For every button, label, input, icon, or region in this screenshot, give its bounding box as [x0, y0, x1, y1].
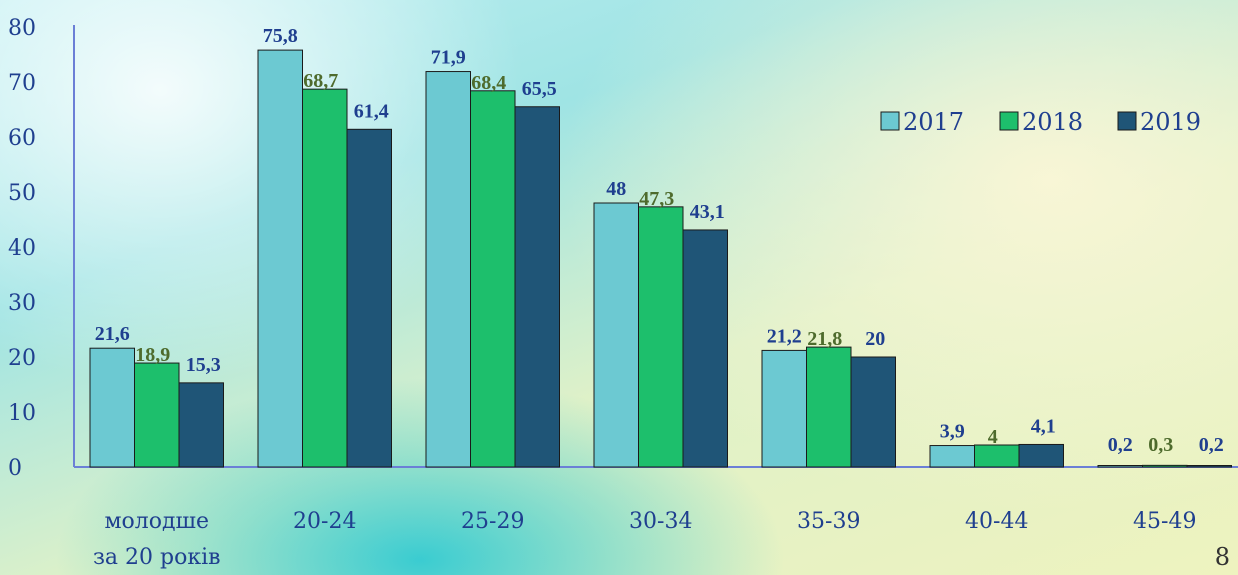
- data-label-2018-6: 0,3: [1148, 434, 1173, 456]
- legend-swatch-2017: [880, 111, 900, 131]
- bar-2018-0: [134, 362, 180, 468]
- data-label-2019-6: 0,2: [1199, 434, 1224, 456]
- data-label-2019-4: 20: [865, 328, 885, 350]
- data-label-2018-4: 21,8: [807, 328, 842, 350]
- bar-2019-6: [1186, 465, 1232, 468]
- data-label-2019-2: 65,5: [522, 78, 557, 100]
- data-label-2017-4: 21,2: [767, 325, 802, 347]
- bar-2017-0: [89, 347, 135, 468]
- data-label-2018-2: 68,4: [471, 72, 506, 94]
- data-label-2019-0: 15,3: [186, 354, 221, 376]
- bars: [89, 49, 1232, 468]
- bar-2018-2: [470, 90, 516, 468]
- bar-2017-4: [761, 349, 807, 468]
- legend-swatch-2018: [999, 111, 1019, 131]
- y-tick-label: 20: [8, 346, 36, 371]
- y-tick-label: 50: [8, 181, 36, 206]
- data-label-2017-2: 71,9: [431, 47, 466, 69]
- y-tick-label: 30: [8, 291, 36, 316]
- bar-2019-2: [514, 106, 560, 468]
- bar-2017-3: [593, 202, 639, 468]
- y-tick-label: 80: [8, 16, 36, 41]
- legend: 2017 2018 2019: [880, 108, 1201, 136]
- x-category-label: молодше за 20 років: [93, 509, 221, 570]
- data-label-2017-1: 75,8: [263, 25, 298, 47]
- y-tick-label: 0: [8, 456, 22, 481]
- bar-2017-1: [257, 49, 303, 468]
- data-label-2017-5: 3,9: [940, 421, 965, 443]
- bar-2019-0: [178, 382, 224, 468]
- bar-2019-1: [346, 128, 392, 468]
- data-labels: 21,618,9 15,3 75,8 68,7 61,4 71,968,4 65,5 48 47…: [95, 25, 1224, 456]
- page-number: 8: [1214, 543, 1230, 571]
- data-label-2017-3: 48: [606, 178, 626, 200]
- y-tick-label: 10: [8, 401, 36, 426]
- data-label-2018-5: 4: [988, 426, 998, 448]
- y-tick-label: 40: [8, 236, 36, 261]
- x-category-label: 25-29: [461, 509, 524, 534]
- bar-2019-4: [850, 356, 896, 468]
- bar-2019-3: [682, 229, 728, 468]
- bar-2018-1: [302, 88, 348, 468]
- bar-2018-5: [974, 444, 1020, 468]
- legend-label-2019: 2019: [1140, 108, 1201, 136]
- bar-2017-5: [929, 445, 975, 468]
- bar-2017-2: [425, 71, 471, 468]
- data-label-2018-3: 47,3: [639, 188, 674, 210]
- bar-2019-5: [1018, 443, 1064, 468]
- bar-2018-4: [806, 346, 852, 468]
- bar-2018-6: [1142, 464, 1188, 468]
- legend-label-2017: 2017: [903, 108, 964, 136]
- data-label-2018-0: 18,9: [135, 344, 170, 366]
- data-label-2019-3: 43,1: [690, 201, 725, 223]
- x-category-label: 30-34: [629, 509, 692, 534]
- data-label-2019-5: 4,1: [1031, 415, 1056, 437]
- x-axis-categories: молодше за 20 років 20-24 25-29 30-34 35-39 40…: [93, 509, 1197, 570]
- y-tick-label: 70: [8, 71, 36, 96]
- legend-label-2018: 2018: [1022, 108, 1083, 136]
- x-category-label: 40-44: [965, 509, 1028, 534]
- bar-2017-6: [1097, 465, 1143, 468]
- data-label-2018-1: 68,7: [303, 70, 338, 92]
- x-category-label: 45-49: [1133, 509, 1196, 534]
- x-category-label: 35-39: [797, 509, 860, 534]
- y-tick-label: 60: [8, 126, 36, 151]
- y-axis-ticks: 0 10 20 30 40 50 60 70 80: [8, 16, 36, 481]
- bar-2018-3: [638, 206, 684, 468]
- data-label-2017-0: 21,6: [95, 323, 130, 345]
- x-category-label: 20-24: [293, 509, 356, 534]
- data-label-2017-6: 0,2: [1108, 434, 1133, 456]
- data-label-2019-1: 61,4: [354, 100, 389, 122]
- legend-swatch-2019: [1117, 111, 1137, 131]
